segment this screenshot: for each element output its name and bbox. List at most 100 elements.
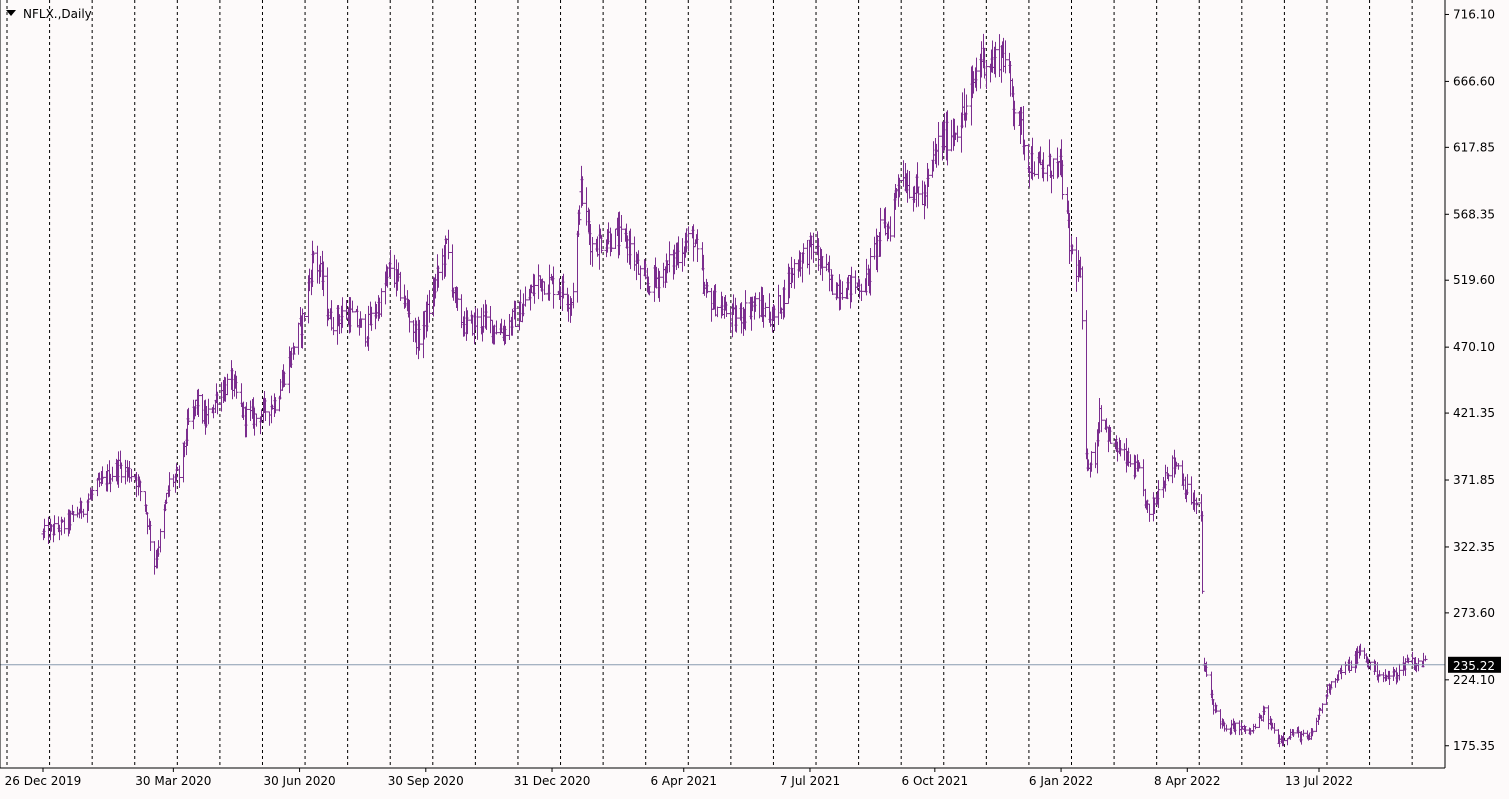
- x-tick-label: 30 Jun 2020: [263, 774, 335, 788]
- ohlc-bar: [1272, 722, 1277, 734]
- ohlc-bar: [1108, 427, 1113, 444]
- x-tick-label: 6 Oct 2021: [902, 774, 969, 788]
- ohlc-bar: [503, 325, 508, 344]
- ohlc-bar: [859, 283, 864, 302]
- ohlc-bar: [158, 528, 163, 553]
- ohlc-bar: [1080, 266, 1085, 330]
- y-tick-label: 371.85: [1453, 473, 1495, 487]
- ohlc-bar: [926, 168, 931, 187]
- ohlc-bar: [523, 286, 528, 307]
- ohlc-bar: [206, 398, 211, 425]
- ohlc-bar: [1329, 681, 1334, 689]
- ohlc-bar: [801, 243, 806, 264]
- ohlc-bar: [1051, 158, 1056, 179]
- ohlc-bar: [1233, 722, 1238, 735]
- ohlc-bar: [398, 271, 403, 301]
- ohlc-bar: [542, 281, 547, 295]
- ohlc-bar: [792, 259, 797, 289]
- ohlc-bar: [1224, 724, 1229, 732]
- y-tick-label: 568.35: [1453, 207, 1495, 221]
- ohlc-bar: [1089, 451, 1094, 472]
- ohlc-bar: [1406, 657, 1411, 664]
- ohlc-bar: [138, 480, 143, 502]
- ohlc-bar: [177, 465, 182, 488]
- ohlc-bar: [695, 229, 700, 262]
- ohlc-bar: [772, 305, 777, 332]
- ohlc-bar: [273, 397, 278, 414]
- symbol-label[interactable]: NFLX.,Daily: [6, 7, 92, 21]
- ohlc-bar: [993, 41, 998, 78]
- ohlc-bar: [1147, 503, 1152, 522]
- ohlc-bar: [119, 462, 124, 483]
- ohlc-bar: [311, 250, 316, 264]
- ohlc-bar: [561, 273, 566, 299]
- ohlc-bar: [590, 236, 595, 267]
- ohlc-bar: [52, 515, 57, 536]
- y-tick-label: 716.10: [1453, 7, 1495, 21]
- y-tick-label: 470.10: [1453, 340, 1495, 354]
- ohlc-bar: [1166, 473, 1171, 482]
- ohlc-bar: [1128, 454, 1133, 468]
- ohlc-bar: [379, 288, 384, 317]
- ohlc-bar: [1423, 655, 1428, 662]
- ohlc-bar: [743, 290, 748, 331]
- ohlc-bar: [638, 265, 643, 290]
- ohlc-bar: [427, 290, 432, 323]
- ohlc-bar: [734, 305, 739, 333]
- ohlc-bar: [1022, 139, 1027, 161]
- ohlc-bar: [878, 207, 883, 257]
- ohlc-bar: [1118, 440, 1123, 457]
- ohlc-bar: [81, 508, 86, 518]
- ohlc-bar: [62, 517, 67, 534]
- y-tick-label: 273.60: [1453, 606, 1495, 620]
- ohlc-bar: [1281, 732, 1286, 746]
- ohlc-bar: [715, 306, 720, 318]
- ohlc-bar: [71, 511, 76, 522]
- current-price-text: 235.22: [1453, 659, 1495, 673]
- y-tick-label: 666.60: [1453, 74, 1495, 88]
- ohlc-bar: [282, 371, 287, 387]
- current-price-box: [1448, 656, 1501, 673]
- y-tick-label: 421.35: [1453, 406, 1495, 420]
- ohlc-bar: [1301, 729, 1306, 737]
- ohlc-bar: [1397, 663, 1402, 681]
- x-tick-label: 13 Jul 2022: [1285, 774, 1353, 788]
- ohlc-bar: [1377, 670, 1382, 677]
- x-tick-label: 8 Apr 2022: [1154, 774, 1221, 788]
- ohlc-bar: [686, 226, 691, 252]
- axes: [0, 0, 1446, 769]
- ohlc-bar: [1070, 244, 1075, 255]
- ohlc-bar: [1349, 660, 1354, 672]
- ohlc-bar: [811, 232, 816, 263]
- ohlc-bar: [753, 292, 758, 312]
- symbol-title: NFLX.,Daily: [23, 7, 92, 21]
- ohlc-bar: [455, 287, 460, 311]
- ohlc-bar: [830, 274, 835, 296]
- ohlc-bar: [907, 171, 912, 199]
- current-price-label: 235.22: [1448, 656, 1501, 673]
- ohlc-bar: [100, 466, 105, 484]
- ohlc-bar: [676, 236, 681, 269]
- dropdown-triangle-icon[interactable]: [6, 10, 16, 16]
- ohlc-bar: [225, 373, 230, 396]
- x-tick-label: 30 Sep 2020: [388, 774, 464, 788]
- x-tick-label: 31 Dec 2020: [514, 774, 591, 788]
- ohlc-bar: [724, 301, 729, 318]
- ohlc-bar: [897, 177, 902, 198]
- grid-lines: [6, 0, 1413, 768]
- x-axis-labels: 26 Dec 2019 30 Mar 2020 30 Jun 2020 30 Sep …: [5, 768, 1353, 788]
- ohlc-bar: [657, 270, 662, 302]
- ohlc-bar: [1358, 643, 1363, 656]
- y-tick-label: 224.10: [1453, 673, 1495, 687]
- ohlc-bar: [340, 297, 345, 328]
- ohlc-bar: [964, 94, 969, 121]
- ohlc-bar: [446, 229, 451, 260]
- ohlc-bar: [571, 282, 576, 309]
- ohlc-bar: [129, 468, 134, 482]
- x-tick-label: 6 Jan 2022: [1029, 774, 1093, 788]
- ohlc-bar: [1310, 728, 1315, 737]
- ohlc-bar: [234, 375, 239, 399]
